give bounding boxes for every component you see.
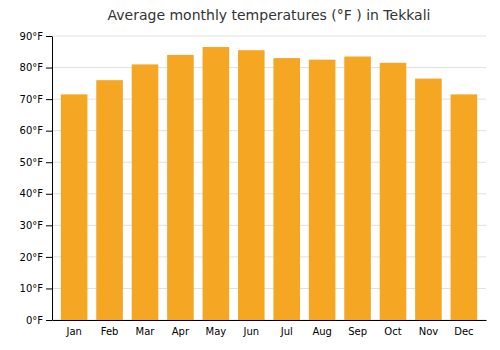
- tick-mark: [46, 162, 52, 163]
- grid: [52, 36, 486, 320]
- tick: Jul: [280, 326, 293, 337]
- plot-area: [61, 47, 477, 320]
- chart: Jan Feb Mar Apr May Jun Jul Aug Sep Oct Nov Dec 0°F 1…: [0, 0, 500, 350]
- bar: [203, 47, 230, 320]
- tick: 20°F: [20, 252, 52, 263]
- bar: [238, 50, 265, 320]
- tick-label: Mar: [136, 326, 156, 337]
- tick: Nov: [419, 326, 439, 337]
- tick-label: 40°F: [20, 188, 44, 199]
- tick-label: Oct: [384, 326, 401, 337]
- tick: Jan: [65, 326, 81, 337]
- tick-label: Dec: [454, 326, 473, 337]
- tick: Dec: [454, 326, 473, 337]
- tick-label: Jul: [280, 326, 293, 337]
- tick-label: 90°F: [20, 31, 44, 42]
- tick-mark: [46, 320, 52, 321]
- tick: 90°F: [20, 31, 52, 42]
- title: Average monthly temperatures (°F ) in Te…: [108, 7, 431, 23]
- bar: [415, 79, 442, 320]
- bar: [273, 58, 300, 320]
- tick-mark: [46, 257, 52, 258]
- tick-mark: [46, 194, 52, 195]
- tick-mark: [46, 225, 52, 226]
- grid-line: [52, 36, 486, 37]
- tick: 0°F: [26, 315, 52, 326]
- grid-line: [52, 67, 486, 68]
- tick-mark: [46, 36, 52, 37]
- tick-label: Apr: [172, 326, 190, 337]
- tick-label: 80°F: [20, 62, 44, 73]
- tick-label: Sep: [348, 326, 367, 337]
- tick: Oct: [384, 326, 401, 337]
- tick-label: Feb: [101, 326, 119, 337]
- tick: Apr: [172, 326, 190, 337]
- tick-label: 20°F: [20, 252, 44, 263]
- tick: Mar: [136, 326, 156, 337]
- tick-mark: [46, 131, 52, 132]
- tick: 10°F: [20, 283, 52, 294]
- tick-label: Aug: [312, 326, 332, 337]
- axis-line: [52, 37, 53, 321]
- tick: 30°F: [20, 220, 52, 231]
- tick: 60°F: [20, 125, 52, 136]
- tick-label: 30°F: [20, 220, 44, 231]
- tick: 70°F: [20, 94, 52, 105]
- tick-label: 60°F: [20, 125, 44, 136]
- tick-label: 0°F: [26, 315, 43, 326]
- tick: 50°F: [20, 157, 52, 168]
- axis-line: [53, 320, 487, 321]
- tick: 40°F: [20, 188, 52, 199]
- bar: [380, 63, 407, 320]
- tick-mark: [46, 68, 52, 69]
- bar: [309, 60, 336, 320]
- bar: [344, 57, 371, 320]
- tick-label: Nov: [419, 326, 439, 337]
- chart-container: Jan Feb Mar Apr May Jun Jul Aug Sep Oct Nov Dec 0°F 1…: [0, 0, 500, 350]
- tick-mark: [46, 288, 52, 289]
- bar: [167, 55, 194, 320]
- tick-label: May: [206, 326, 227, 337]
- bar: [132, 64, 159, 320]
- bar: [96, 80, 123, 320]
- bar: [61, 94, 88, 320]
- tick: 80°F: [20, 62, 52, 73]
- y-axis: 0°F 10°F 20°F 30°F 40°F 50°F 60°F 70°F 80°F 90°F: [20, 31, 53, 326]
- tick: Feb: [101, 326, 119, 337]
- tick-label: 50°F: [20, 157, 44, 168]
- tick-mark: [46, 99, 52, 100]
- x-axis: Jan Feb Mar Apr May Jun Jul Aug Sep Oct Nov Dec: [53, 321, 487, 338]
- tick: Aug: [312, 326, 332, 337]
- tick: Sep: [348, 326, 367, 337]
- tick-label: Jun: [242, 326, 259, 337]
- tick: Jun: [242, 326, 259, 337]
- tick: May: [206, 326, 227, 337]
- tick-label: Jan: [65, 326, 81, 337]
- tick-label: 70°F: [20, 94, 44, 105]
- tick-label: 10°F: [20, 283, 44, 294]
- bar: [451, 94, 478, 320]
